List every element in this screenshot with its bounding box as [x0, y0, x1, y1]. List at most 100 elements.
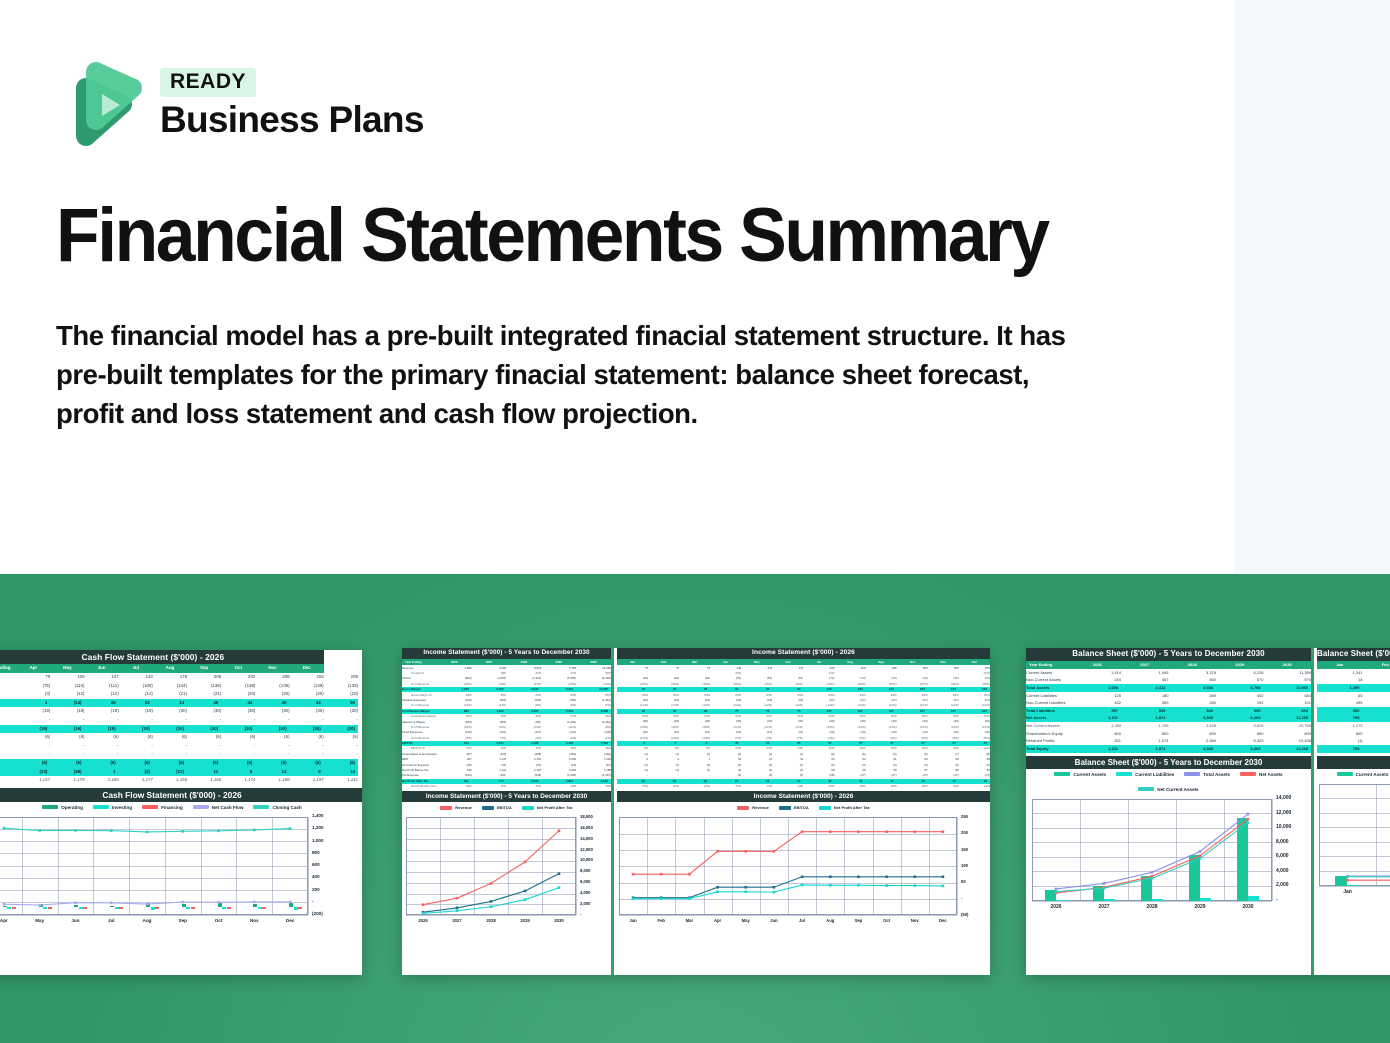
table-cell: 52%: [465, 714, 472, 719]
x-tick-label: 2030: [1242, 903, 1254, 910]
gridline-h: [1032, 856, 1272, 858]
chart-lines: [2, 826, 292, 907]
row-label: [0, 750, 16, 759]
table-row: % of Revenue (35%) (35%) (37%) (35%) (35%): [402, 682, 611, 687]
gridline-v: [872, 817, 874, 916]
table-cell: -: [253, 742, 256, 748]
gridline-h: [0, 841, 308, 843]
table-cell: (30): [221, 724, 256, 734]
table-cell: 8,998: [576, 708, 611, 714]
table-cell: (23): [16, 767, 51, 777]
chart-bar: [1104, 899, 1115, 901]
chart-marker: [688, 873, 691, 876]
table-title: Income Statement ($'000) - 5 Years to De…: [402, 648, 611, 659]
table-cell: -: [322, 717, 324, 723]
chart-bar: [1093, 886, 1104, 901]
table-cell: (35%): [671, 724, 680, 729]
table-cell: -: [117, 742, 119, 748]
brand-logo[interactable]: READY Business Plans: [58, 58, 424, 150]
table-cell: 52%: [704, 714, 711, 719]
table-cell: (13%): [640, 735, 649, 740]
legend-item: EBITDA: [481, 805, 512, 810]
table-cell: 4,420: [541, 740, 577, 747]
table-cell: 11,359: [1299, 669, 1311, 675]
table-header-row: Year Ending 2026 2027 2028 2029 2030: [1026, 661, 1311, 669]
table-cell: (10): [860, 730, 866, 735]
table-cell: (51): [798, 676, 804, 681]
chart-marker: [941, 885, 945, 888]
chart-bar: [155, 907, 159, 909]
income-2026-chart: Income Statement ($'000) - 2026 Revenue EB…: [617, 791, 990, 929]
y-tick-label: 8,000: [1276, 838, 1289, 845]
table-cell: (168): [499, 751, 507, 756]
y-tick-label: -: [961, 895, 963, 901]
table-cell: 57%: [570, 714, 577, 719]
table-cell: (249): [464, 697, 472, 702]
table-cell: 1,074: [1158, 738, 1169, 744]
chart-marker: [1198, 849, 1202, 853]
table-cell: 1,104: [499, 768, 507, 773]
table-cell: (17): [984, 773, 990, 778]
table-cell: -: [219, 717, 222, 723]
table-cell: 52%: [983, 714, 990, 719]
balance-5yr-table: Balance Sheet ($'000) - 5 Years to Decem…: [1026, 648, 1311, 753]
table-cell: -: [48, 717, 51, 723]
legend-swatch: [1184, 772, 1201, 777]
table-cell: 52%: [797, 714, 804, 719]
table-cell: (3): [44, 691, 51, 697]
gridline-h: [0, 816, 308, 818]
table-cell: (12%): [857, 703, 866, 708]
gridline-v: [21, 816, 23, 915]
table-cell: (6): [284, 734, 290, 740]
chart-marker: [631, 897, 635, 901]
table-cell: 208: [350, 674, 358, 680]
table-cell: (26): [673, 676, 680, 681]
chart-bar: [47, 907, 52, 909]
chart-marker: [217, 829, 220, 832]
table-cell: 35: [710, 740, 742, 747]
chart-marker: [913, 884, 917, 888]
table-cell: (30): [187, 724, 222, 734]
table-cell: 64%: [535, 671, 542, 675]
play-triangle-logo-icon: [58, 58, 142, 150]
table-cell: 45%: [570, 746, 577, 751]
table-row: Net Assets 1,101 1,874 3,389 6,203 11,235: [1026, 714, 1311, 723]
table-cell: (2): [706, 751, 711, 756]
table-cell: (6): [84, 758, 119, 768]
table-cell: 1,180: [107, 777, 119, 783]
table-cell: (6): [181, 734, 188, 740]
legend-item: Net Current Assets: [1138, 787, 1199, 792]
table-cell: (565): [499, 719, 507, 724]
table-cell: (131): [569, 730, 577, 735]
gridline-h: [406, 839, 576, 841]
table-cell: (1,206): [566, 773, 577, 778]
chart-marker: [145, 902, 149, 906]
table-cell: 65%: [465, 692, 472, 697]
table-cell: 208: [282, 674, 290, 680]
legend-item: EBITDA: [778, 805, 809, 810]
table-cell: (3): [986, 762, 990, 767]
screenshot-income-statement[interactable]: Income Statement ($'000) - 5 Years to De…: [402, 648, 990, 975]
chart-legend: Operating Investing Financing Net Cash Flow…: [0, 802, 362, 813]
table-cell: 94: [710, 686, 742, 693]
y-tick-label: 4,000: [1276, 867, 1289, 874]
table-cell: -: [219, 751, 222, 757]
screenshot-balance-sheet[interactable]: Balance Sheet ($'000) - 5 Years to Decem…: [1026, 648, 1390, 975]
table-cell: (27): [922, 697, 928, 702]
table-cell: 5,561: [541, 708, 577, 714]
chart-marker: [1346, 874, 1349, 878]
legend-swatch: [521, 805, 534, 810]
chart-marker: [1102, 886, 1106, 889]
gridline-h: [406, 850, 576, 852]
screenshot-cash-flow[interactable]: Cash Flow Statement ($'000) - 2026Year E…: [0, 650, 362, 975]
gridline-v: [1224, 798, 1225, 901]
table-cell: -: [253, 717, 256, 723]
table-cell: (20): [281, 691, 290, 697]
y-tick-label: 6,000: [1276, 853, 1289, 860]
table-cell: (7%): [641, 784, 649, 789]
table-cell: (109): [142, 682, 153, 688]
table-title: Balance Sheet ($'000) - 5 Years to Decem…: [1026, 648, 1311, 661]
table-cell: (12%): [950, 703, 959, 708]
table-cell: 145: [736, 665, 742, 670]
